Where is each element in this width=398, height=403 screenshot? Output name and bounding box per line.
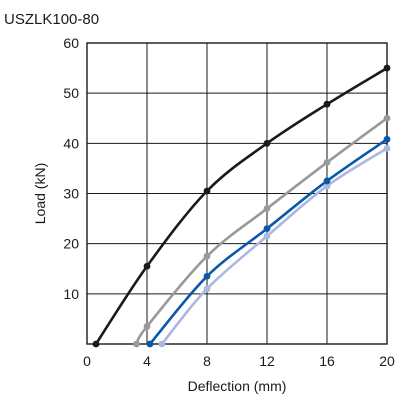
series-3-point [203, 285, 211, 293]
series-2-point [323, 158, 331, 166]
plot-frame [86, 42, 388, 345]
x-tick-label: 0 [83, 353, 91, 369]
y-axis-ticks: 10 20 30 40 50 60 [63, 35, 79, 302]
series-3-point [383, 144, 391, 152]
series-line-1 [94, 66, 389, 346]
chart-title: USZLK100-80 [4, 11, 99, 28]
series-4-point [323, 177, 331, 185]
x-tick-label: 16 [319, 353, 335, 369]
series-4-point [203, 272, 211, 280]
series-1-point [383, 64, 391, 72]
series-2-point [203, 252, 211, 260]
series-3-point [323, 182, 331, 190]
y-tick-label: 20 [63, 236, 79, 252]
x-tick-label: 20 [379, 353, 395, 369]
series-1-point [263, 139, 271, 147]
series-1-point [92, 340, 100, 348]
y-tick-label: 40 [63, 135, 79, 151]
x-tick-label: 4 [143, 353, 151, 369]
series-1-point [143, 262, 151, 270]
series-layer [92, 64, 391, 348]
series-2-point [143, 323, 151, 330]
series-2-point [383, 114, 391, 122]
series-4-point [146, 340, 154, 348]
grid [87, 43, 387, 344]
x-tick-label: 8 [203, 353, 211, 369]
y-axis-label: Load (kN) [32, 163, 48, 224]
series-3-point [158, 340, 166, 348]
series-1-point [323, 100, 331, 108]
y-tick-label: 30 [63, 186, 79, 202]
series-2-point [263, 205, 271, 212]
series-4-point [383, 135, 391, 143]
series-line-3 [160, 147, 389, 346]
series-3-point [263, 232, 271, 240]
x-axis-label: Deflection (mm) [188, 378, 287, 394]
y-tick-label: 60 [63, 35, 79, 51]
y-tick-label: 50 [63, 85, 79, 101]
series-2-point [133, 340, 140, 348]
x-tick-label: 12 [259, 353, 275, 369]
series-4-point [263, 225, 271, 233]
series-1-point [203, 187, 211, 195]
y-tick-label: 10 [63, 286, 79, 302]
x-axis-ticks: 0 4 8 12 16 20 [83, 353, 395, 369]
